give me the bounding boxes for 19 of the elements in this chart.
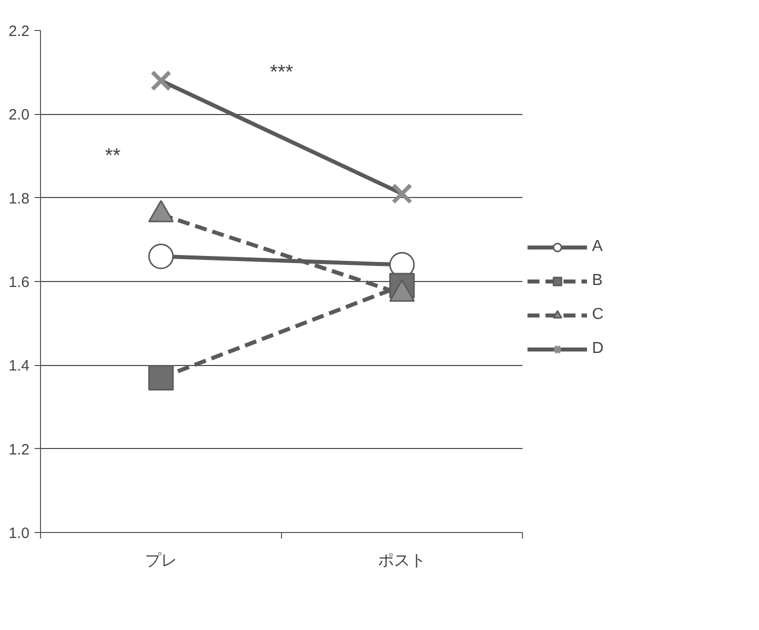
legend-label: A xyxy=(592,238,604,256)
legend-label: B xyxy=(592,272,604,290)
y-tick-label: 1.8 xyxy=(8,190,30,208)
annotation: *** xyxy=(270,61,294,84)
point xyxy=(148,244,174,270)
y-tick-label: 1.4 xyxy=(8,358,30,375)
y-tick-label: 1.0 xyxy=(8,525,30,542)
y-tick-label: 1.6 xyxy=(8,274,30,291)
x-tick-label: ポスト xyxy=(378,552,426,570)
point xyxy=(150,70,172,92)
y-tick-label: 2.2 xyxy=(8,23,30,40)
point xyxy=(392,183,412,204)
y-tick-label: 2.0 xyxy=(8,106,30,124)
point xyxy=(148,364,174,390)
legend-label: C xyxy=(592,306,605,324)
x-tick-label: プレ xyxy=(145,552,177,570)
annotation: ** xyxy=(105,145,121,167)
y-tick-label: 1.2 xyxy=(8,441,30,458)
legend-label: D xyxy=(592,340,605,358)
